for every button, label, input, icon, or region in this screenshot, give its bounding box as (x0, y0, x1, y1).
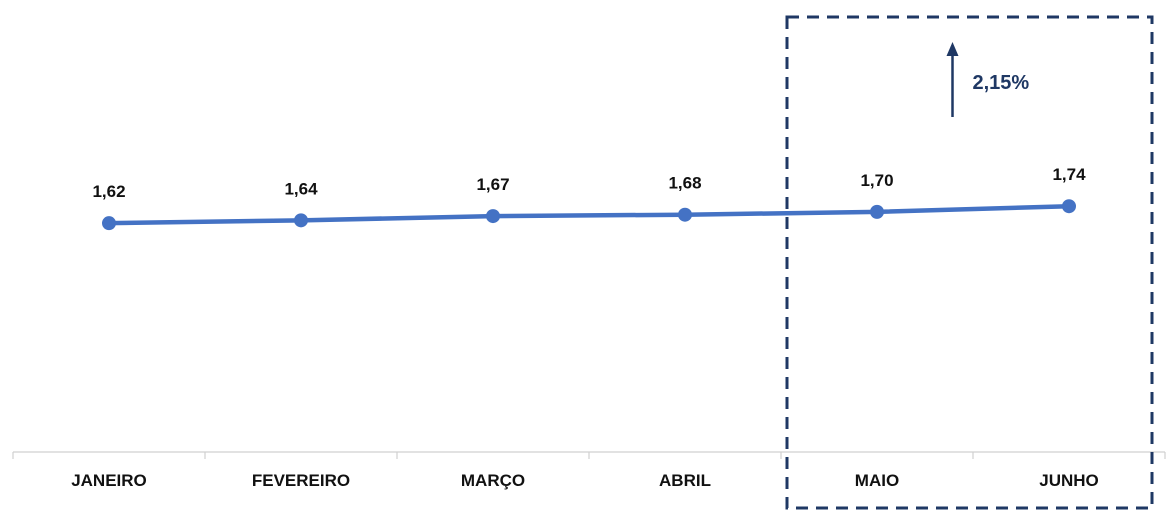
data-point (678, 207, 692, 222)
data-label: 1,68 (668, 174, 701, 193)
series-line-path (106, 203, 1072, 226)
data-point (1062, 199, 1076, 214)
x-tick-label: JUNHO (1039, 471, 1099, 490)
x-tick-labels: JANEIRO FEVEREIRO MARÇO ABRIL MAIO JUNHO (71, 471, 1099, 490)
data-point (102, 216, 116, 231)
data-point (870, 204, 884, 219)
data-point (486, 209, 500, 224)
data-label: 1,67 (476, 175, 509, 194)
data-label: 1,70 (860, 171, 893, 190)
highlight-annotation: 2,15% (785, 15, 1154, 510)
series-line (106, 203, 1072, 226)
up-arrow-icon (946, 42, 959, 56)
data-point (294, 213, 308, 228)
highlight-box (785, 15, 1154, 510)
x-tick-label: MARÇO (461, 471, 525, 490)
x-tick-label: ABRIL (659, 471, 711, 490)
x-axis (12, 451, 1166, 459)
data-label: 1,62 (92, 182, 125, 201)
x-tick-label: MAIO (855, 471, 899, 490)
series-points (102, 199, 1076, 231)
x-tick-label: JANEIRO (71, 471, 147, 490)
x-tick-label: FEVEREIRO (252, 471, 350, 490)
data-label: 1,64 (284, 179, 318, 198)
data-label: 1,74 (1052, 165, 1086, 184)
annotation-label: 2,15% (973, 72, 1030, 94)
data-labels: 1,62 1,64 1,67 1,68 1,70 1,74 (92, 165, 1086, 201)
